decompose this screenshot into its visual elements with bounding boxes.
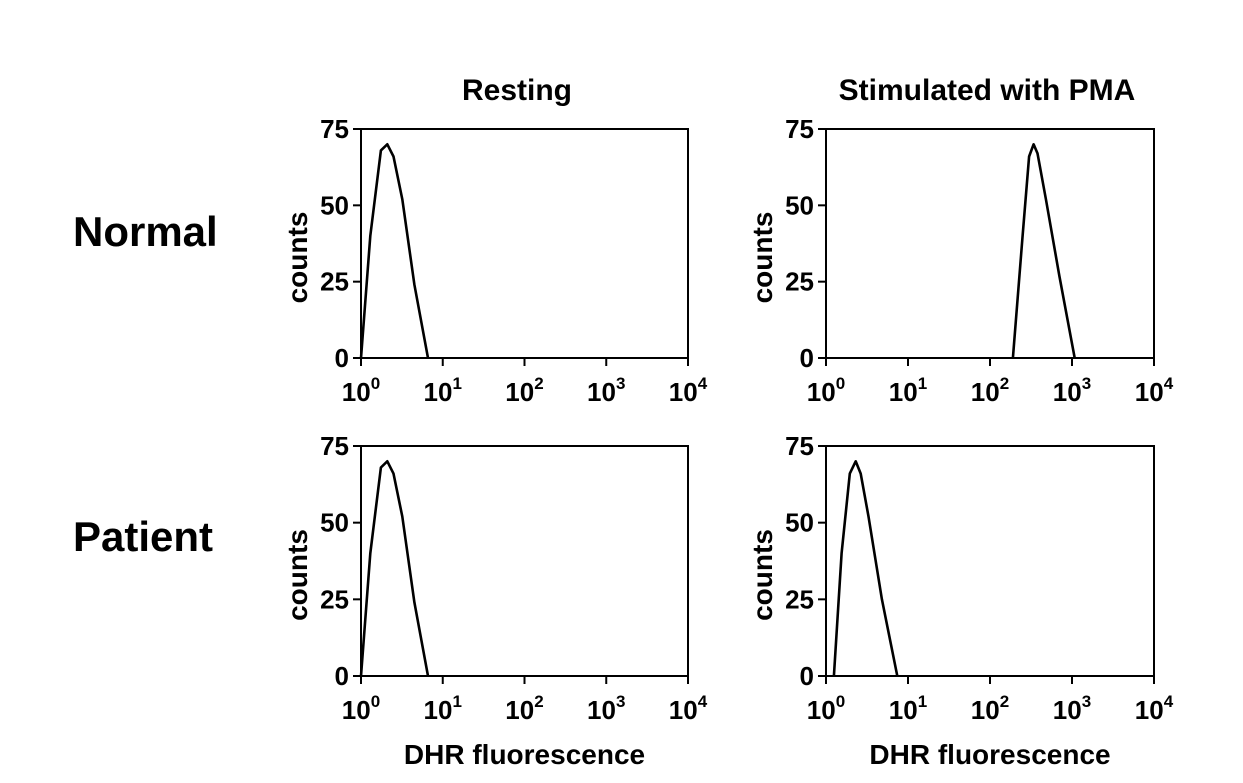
x-tick-exponent: 4 xyxy=(698,692,708,711)
x-tick-base: 10 xyxy=(1135,695,1164,725)
x-tick-base: 10 xyxy=(807,377,836,407)
y-tick-label: 75 xyxy=(320,114,349,144)
histogram-curve xyxy=(359,143,430,359)
x-tick-exponent: 4 xyxy=(698,374,708,393)
y-tick-label: 50 xyxy=(785,508,814,538)
x-tick-label: 104 xyxy=(669,692,708,725)
x-tick-label: 102 xyxy=(971,692,1009,725)
x-tick-label: 101 xyxy=(424,692,462,725)
x-tick-base: 10 xyxy=(669,695,698,725)
y-tick-label: 25 xyxy=(320,267,349,297)
y-tick-label: 50 xyxy=(785,190,814,220)
x-tick-label: 101 xyxy=(889,692,927,725)
y-tick-label: 50 xyxy=(320,508,349,538)
y-tick-label: 75 xyxy=(785,431,814,461)
y-axis-label: counts xyxy=(747,529,778,621)
histogram-curve xyxy=(1011,143,1076,359)
plot-frame xyxy=(825,128,1155,359)
y-tick-label: 0 xyxy=(800,661,814,691)
x-tick-exponent: 1 xyxy=(452,692,461,711)
x-tick-base: 10 xyxy=(971,695,1000,725)
x-tick-exponent: 3 xyxy=(1082,692,1091,711)
x-tick-exponent: 0 xyxy=(371,374,380,393)
row-label-normal: Normal xyxy=(73,208,218,255)
x-tick-label: 100 xyxy=(342,692,380,725)
y-tick-label: 75 xyxy=(320,431,349,461)
plot-frame xyxy=(360,445,689,677)
x-tick-label: 103 xyxy=(587,374,625,407)
x-tick-base: 10 xyxy=(342,695,371,725)
y-tick-label: 25 xyxy=(785,584,814,614)
x-tick-base: 10 xyxy=(505,377,534,407)
x-tick-exponent: 3 xyxy=(616,692,625,711)
y-axis-label: counts xyxy=(747,212,778,304)
x-tick-exponent: 0 xyxy=(371,692,380,711)
x-tick-base: 10 xyxy=(889,695,918,725)
column-title-stimulated: Stimulated with PMA xyxy=(839,74,1136,107)
x-tick-exponent: 2 xyxy=(1000,692,1009,711)
x-tick-base: 10 xyxy=(807,695,836,725)
x-tick-base: 10 xyxy=(505,695,534,725)
x-tick-exponent: 3 xyxy=(1082,374,1091,393)
x-tick-label: 100 xyxy=(342,374,380,407)
x-tick-base: 10 xyxy=(1135,377,1164,407)
x-tick-exponent: 1 xyxy=(918,692,927,711)
x-tick-label: 100 xyxy=(807,374,845,407)
x-tick-base: 10 xyxy=(424,377,453,407)
x-tick-base: 10 xyxy=(971,377,1000,407)
x-tick-exponent: 0 xyxy=(836,692,845,711)
plot-frame xyxy=(360,128,689,359)
x-tick-base: 10 xyxy=(889,377,918,407)
x-tick-label: 103 xyxy=(1053,374,1091,407)
x-tick-base: 10 xyxy=(342,377,371,407)
x-tick-exponent: 0 xyxy=(836,374,845,393)
x-tick-exponent: 2 xyxy=(534,374,543,393)
x-tick-base: 10 xyxy=(424,695,453,725)
row-label-patient: Patient xyxy=(73,513,213,560)
y-tick-label: 0 xyxy=(335,343,349,373)
x-tick-exponent: 2 xyxy=(534,692,543,711)
y-tick-label: 75 xyxy=(785,114,814,144)
x-tick-label: 103 xyxy=(1053,692,1091,725)
y-tick-label: 25 xyxy=(320,584,349,614)
x-tick-label: 100 xyxy=(807,692,845,725)
x-axis-label: DHR fluorescence xyxy=(869,739,1110,770)
x-tick-base: 10 xyxy=(587,377,616,407)
x-tick-base: 10 xyxy=(1053,377,1082,407)
histogram-curve xyxy=(359,459,430,677)
x-tick-label: 104 xyxy=(1135,374,1174,407)
x-tick-label: 102 xyxy=(971,374,1009,407)
histogram-curve xyxy=(832,459,899,677)
x-tick-exponent: 4 xyxy=(1164,692,1174,711)
x-tick-label: 102 xyxy=(505,374,543,407)
x-tick-exponent: 3 xyxy=(616,374,625,393)
y-tick-label: 25 xyxy=(785,267,814,297)
x-tick-exponent: 2 xyxy=(1000,374,1009,393)
x-tick-label: 104 xyxy=(669,374,708,407)
x-axis-label: DHR fluorescence xyxy=(404,739,645,770)
x-tick-base: 10 xyxy=(1053,695,1082,725)
x-tick-exponent: 1 xyxy=(452,374,461,393)
y-tick-label: 0 xyxy=(800,343,814,373)
column-title-resting: Resting xyxy=(462,74,572,107)
x-tick-label: 103 xyxy=(587,692,625,725)
y-tick-label: 0 xyxy=(335,661,349,691)
y-axis-label: counts xyxy=(282,212,313,304)
x-tick-base: 10 xyxy=(669,377,698,407)
x-tick-base: 10 xyxy=(587,695,616,725)
y-axis-label: counts xyxy=(282,529,313,621)
x-tick-label: 101 xyxy=(424,374,462,407)
x-tick-label: 104 xyxy=(1135,692,1174,725)
x-tick-label: 101 xyxy=(889,374,927,407)
x-tick-exponent: 4 xyxy=(1164,374,1174,393)
x-tick-exponent: 1 xyxy=(918,374,927,393)
x-tick-label: 102 xyxy=(505,692,543,725)
y-tick-label: 50 xyxy=(320,190,349,220)
